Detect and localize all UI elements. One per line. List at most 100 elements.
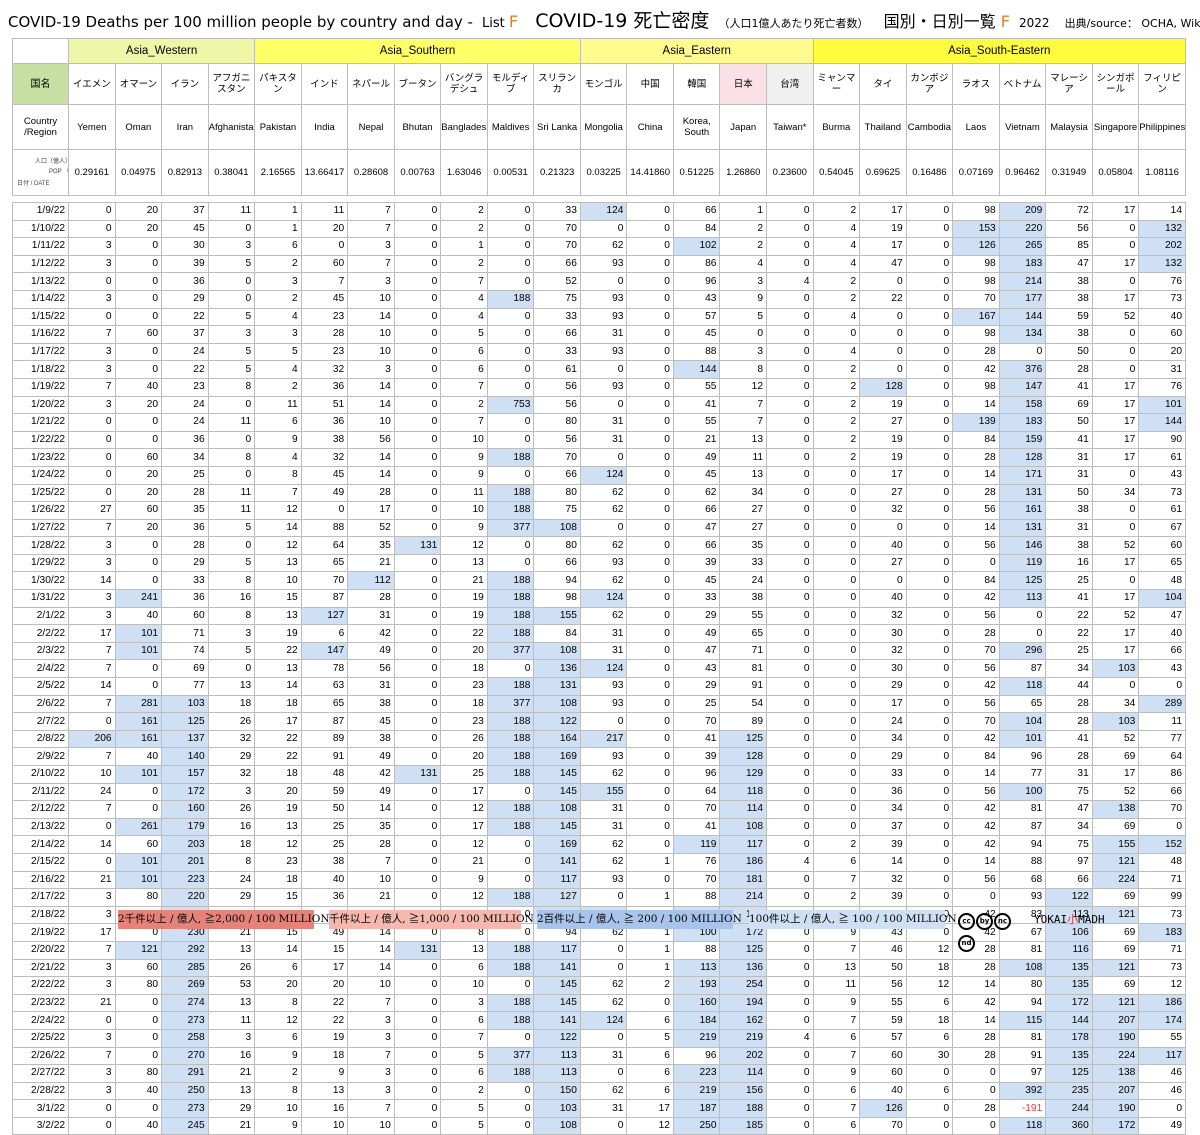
death-value: 19 bbox=[859, 448, 907, 467]
death-value: 9 bbox=[440, 518, 488, 538]
death-value: 27 bbox=[68, 501, 116, 520]
death-value: 10 bbox=[440, 501, 488, 520]
death-value: 62 bbox=[579, 976, 628, 995]
death-value: 159 bbox=[998, 430, 1047, 450]
death-value: 129 bbox=[719, 765, 768, 784]
death-value: 17 bbox=[300, 958, 349, 978]
death-value: 0 bbox=[393, 782, 442, 802]
death-value: 0 bbox=[905, 289, 954, 309]
table-row: 2/1/22 3 40 60 8 13 127 31 0 19 188 155 62 0 29 55 0 0 32 0… bbox=[11, 606, 1186, 626]
row-date: 1/13/22 bbox=[11, 272, 70, 291]
death-value: 21 bbox=[672, 430, 721, 450]
death-value: 68 bbox=[998, 870, 1047, 890]
death-value: 42 bbox=[952, 817, 1000, 837]
death-value: 124 bbox=[579, 465, 628, 485]
death-value: 28 bbox=[952, 1028, 1000, 1048]
death-value: 0 bbox=[1091, 342, 1140, 362]
death-value: 0 bbox=[393, 518, 442, 538]
death-value: 80 bbox=[114, 888, 163, 907]
death-value: 201 bbox=[161, 852, 209, 872]
death-value: 34 bbox=[1045, 659, 1093, 679]
death-value: 10 bbox=[254, 571, 302, 591]
death-value: 0 bbox=[393, 360, 442, 379]
death-value: 96 bbox=[672, 765, 721, 784]
death-value: 0 bbox=[766, 817, 814, 837]
death-value: 22 bbox=[161, 360, 209, 379]
death-value: 52 bbox=[1091, 536, 1140, 555]
death-value: 6 bbox=[440, 360, 488, 379]
country-en-name: Philippines bbox=[1138, 104, 1186, 150]
table-row: 1/23/22 0 60 34 8 4 32 14 0 9 188 70 0 0 49 11 0 2 19 0 28 12… bbox=[11, 448, 1186, 467]
row-date: 1/29/22 bbox=[11, 553, 70, 573]
death-value: 27 bbox=[859, 413, 907, 432]
death-value: 0 bbox=[486, 307, 535, 327]
death-value: 101 bbox=[114, 624, 163, 643]
death-value: 22 bbox=[859, 289, 907, 309]
death-value: 117 bbox=[533, 870, 581, 890]
death-value: 124 bbox=[579, 589, 628, 608]
death-value: 8 bbox=[254, 1081, 302, 1101]
death-value: 0 bbox=[998, 624, 1047, 643]
death-value: 26 bbox=[207, 800, 256, 819]
death-value: 14 bbox=[859, 852, 907, 872]
title-japanese: COVID-19 死亡密度 bbox=[535, 10, 710, 32]
death-value: 4 bbox=[766, 272, 814, 291]
death-value: 5 bbox=[207, 360, 256, 379]
death-value: 2 bbox=[254, 377, 302, 397]
death-value: 14 bbox=[254, 940, 302, 960]
death-value: 0 bbox=[766, 254, 814, 274]
death-value: 24 bbox=[161, 342, 209, 362]
death-value: 0 bbox=[486, 1081, 535, 1101]
death-value: 17 bbox=[1091, 377, 1140, 397]
death-value: 0 bbox=[626, 395, 674, 415]
death-value: 0 bbox=[905, 624, 954, 643]
death-value: 0 bbox=[626, 289, 674, 309]
death-value: 0 bbox=[393, 677, 442, 696]
death-value: 113 bbox=[998, 589, 1047, 608]
death-value: 49 bbox=[347, 747, 395, 766]
table-row: 1/14/22 3 0 29 0 2 45 10 0 4 188 75 93 0 43 9 0 2 22 0 70 177… bbox=[11, 289, 1186, 309]
death-value: 19 bbox=[440, 606, 488, 626]
death-value: 188 bbox=[486, 888, 535, 907]
death-value: 14 bbox=[952, 1011, 1000, 1030]
death-value: 202 bbox=[719, 1046, 768, 1066]
death-value: 18 bbox=[254, 870, 302, 890]
death-value: 0 bbox=[766, 1046, 814, 1066]
death-value: 7 bbox=[440, 377, 488, 397]
death-value: 80 bbox=[533, 413, 581, 432]
death-value: 27 bbox=[719, 518, 768, 538]
country-en-name: Pakistan bbox=[254, 104, 302, 150]
death-value: 4 bbox=[766, 852, 814, 872]
death-value: 60 bbox=[1138, 325, 1186, 344]
cc-by-icon: by bbox=[976, 913, 993, 930]
death-value: 0 bbox=[114, 360, 163, 379]
death-value: 27 bbox=[859, 553, 907, 573]
death-value: 0 bbox=[766, 712, 814, 731]
death-value: 0 bbox=[1091, 272, 1140, 291]
death-value: 20 bbox=[1138, 342, 1186, 362]
death-value: 75 bbox=[533, 501, 581, 520]
death-value: 36 bbox=[300, 413, 349, 432]
death-value: 0 bbox=[812, 677, 861, 696]
death-value: 3 bbox=[68, 395, 116, 415]
death-value: 22 bbox=[1045, 606, 1093, 626]
death-value: 98 bbox=[952, 202, 1000, 221]
death-value: 62 bbox=[579, 835, 628, 854]
death-value: 0 bbox=[905, 219, 954, 239]
death-value: 0 bbox=[626, 413, 674, 432]
death-value: 0 bbox=[812, 536, 861, 555]
row-date: 2/11/22 bbox=[11, 782, 70, 802]
death-value: 32 bbox=[859, 870, 907, 890]
death-value: 28 bbox=[1045, 747, 1093, 766]
death-value: 6 bbox=[626, 1064, 674, 1083]
death-value: 37 bbox=[161, 325, 209, 344]
death-value: 30 bbox=[859, 659, 907, 679]
death-value: 141 bbox=[533, 852, 581, 872]
death-value: 17 bbox=[1091, 395, 1140, 415]
death-value: 0 bbox=[766, 501, 814, 520]
death-value: 0 bbox=[626, 272, 674, 291]
death-value: 6 bbox=[812, 1081, 861, 1101]
death-value: 3 bbox=[347, 237, 395, 256]
death-value: 2 bbox=[812, 888, 861, 907]
death-value: 47 bbox=[1045, 254, 1093, 274]
